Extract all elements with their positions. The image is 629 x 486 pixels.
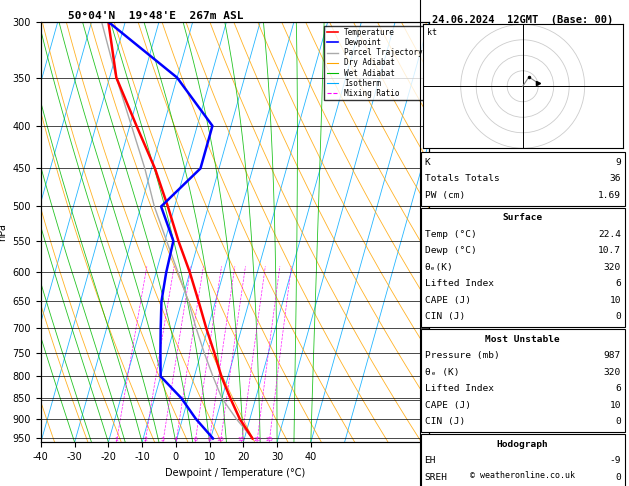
Text: 1: 1 (114, 437, 118, 442)
X-axis label: Dewpoint / Temperature (°C): Dewpoint / Temperature (°C) (165, 468, 305, 478)
Text: Hodograph: Hodograph (497, 440, 548, 449)
Text: Lifted Index: Lifted Index (425, 279, 494, 288)
Text: 50°04'N  19°48'E  267m ASL: 50°04'N 19°48'E 267m ASL (68, 11, 243, 21)
Text: 22.4: 22.4 (598, 230, 621, 239)
Text: 0: 0 (615, 417, 621, 426)
Text: 25: 25 (265, 437, 273, 442)
Text: 987: 987 (604, 351, 621, 360)
Text: 10.7: 10.7 (598, 246, 621, 255)
Text: -9: -9 (610, 456, 621, 465)
Text: θₑ(K): θₑ(K) (425, 263, 454, 272)
Text: 6: 6 (615, 384, 621, 393)
Text: 320: 320 (604, 368, 621, 377)
Text: Lifted Index: Lifted Index (425, 384, 494, 393)
Text: Dewp (°C): Dewp (°C) (425, 246, 476, 255)
Y-axis label: km
ASL: km ASL (455, 221, 474, 243)
Text: CIN (J): CIN (J) (425, 312, 465, 321)
Text: 3: 3 (161, 437, 165, 442)
Text: 10: 10 (610, 296, 621, 305)
Text: Surface: Surface (503, 213, 543, 222)
Text: 36: 36 (610, 174, 621, 183)
Text: LCL: LCL (479, 387, 494, 396)
Text: 4: 4 (174, 437, 178, 442)
Text: 320: 320 (604, 263, 621, 272)
Text: θₑ (K): θₑ (K) (425, 368, 459, 377)
Text: Totals Totals: Totals Totals (425, 174, 499, 183)
Text: Pressure (mb): Pressure (mb) (425, 351, 499, 360)
Text: Temp (°C): Temp (°C) (425, 230, 476, 239)
Text: 6: 6 (615, 279, 621, 288)
Text: 24.06.2024  12GMT  (Base: 00): 24.06.2024 12GMT (Base: 00) (432, 15, 613, 25)
Legend: Temperature, Dewpoint, Parcel Trajectory, Dry Adiabat, Wet Adiabat, Isotherm, Mi: Temperature, Dewpoint, Parcel Trajectory… (325, 26, 425, 100)
Text: kt: kt (426, 28, 437, 37)
Text: 20: 20 (253, 437, 261, 442)
Text: 9: 9 (615, 158, 621, 167)
Text: K: K (425, 158, 430, 167)
Text: CAPE (J): CAPE (J) (425, 401, 470, 410)
Text: 6: 6 (193, 437, 197, 442)
Text: 15: 15 (238, 437, 245, 442)
Text: 8: 8 (208, 437, 211, 442)
Text: 1.69: 1.69 (598, 191, 621, 200)
Text: 0: 0 (615, 312, 621, 321)
Text: PW (cm): PW (cm) (425, 191, 465, 200)
Text: 0: 0 (615, 473, 621, 482)
Text: CAPE (J): CAPE (J) (425, 296, 470, 305)
Text: 10: 10 (216, 437, 225, 442)
Text: Most Unstable: Most Unstable (486, 335, 560, 344)
Text: CIN (J): CIN (J) (425, 417, 465, 426)
Text: © weatheronline.co.uk: © weatheronline.co.uk (470, 471, 575, 480)
Text: EH: EH (425, 456, 436, 465)
Text: 2: 2 (143, 437, 147, 442)
Text: SREH: SREH (425, 473, 448, 482)
Text: 10: 10 (610, 401, 621, 410)
Y-axis label: hPa: hPa (0, 223, 7, 241)
